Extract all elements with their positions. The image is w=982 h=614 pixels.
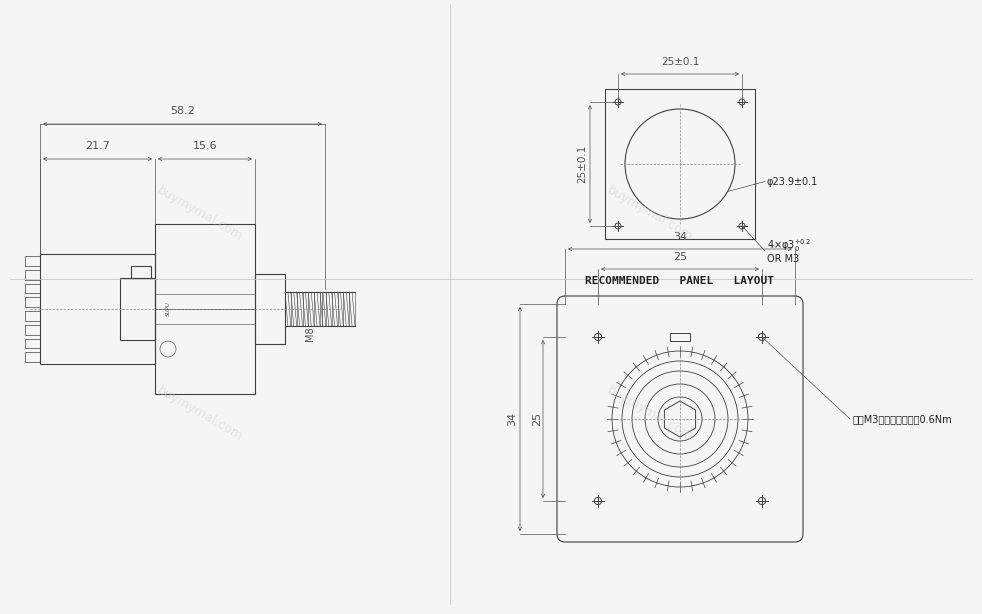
Bar (25, 338, 40, 348)
Text: 15.6: 15.6 (192, 141, 217, 151)
Text: 25: 25 (673, 252, 687, 262)
Text: buymymal.com: buymymal.com (605, 184, 695, 244)
Text: M8: M8 (305, 327, 315, 341)
Text: buymymal.com: buymymal.com (155, 384, 246, 444)
Text: buymymal.com: buymymal.com (605, 384, 695, 444)
Bar (25, 297, 40, 307)
Text: SUPU: SUPU (166, 301, 171, 316)
Bar (25, 270, 40, 279)
Bar (25, 284, 40, 293)
Bar (605, 89, 755, 239)
Bar (255, 274, 285, 344)
Text: RECOMMENDED   PANEL   LAYOUT: RECOMMENDED PANEL LAYOUT (585, 276, 775, 286)
Text: 58.2: 58.2 (170, 106, 195, 116)
Bar (120, 278, 155, 340)
Text: 25±0.1: 25±0.1 (661, 57, 699, 67)
Bar (40, 254, 155, 364)
Text: 34: 34 (673, 232, 687, 242)
Text: φ23.9±0.1: φ23.9±0.1 (767, 176, 818, 187)
Bar (25, 352, 40, 362)
Text: 34: 34 (507, 412, 517, 426)
Text: buymymal.com: buymymal.com (155, 184, 246, 244)
Text: 25: 25 (532, 412, 542, 426)
Text: 21.7: 21.7 (85, 141, 110, 151)
Bar (25, 311, 40, 321)
Bar (131, 266, 151, 278)
Bar (670, 333, 690, 341)
Bar (155, 224, 255, 394)
Text: 推荐M3组合螺丝，扭矠0.6Nm: 推荐M3组合螺丝，扭矠0.6Nm (853, 414, 953, 424)
Text: 25±0.1: 25±0.1 (577, 145, 587, 183)
Bar (25, 256, 40, 266)
Bar (25, 325, 40, 335)
Text: OR M3: OR M3 (767, 254, 799, 264)
Text: 4×φ3$^{+0.2}_{0}$: 4×φ3$^{+0.2}_{0}$ (767, 238, 811, 254)
